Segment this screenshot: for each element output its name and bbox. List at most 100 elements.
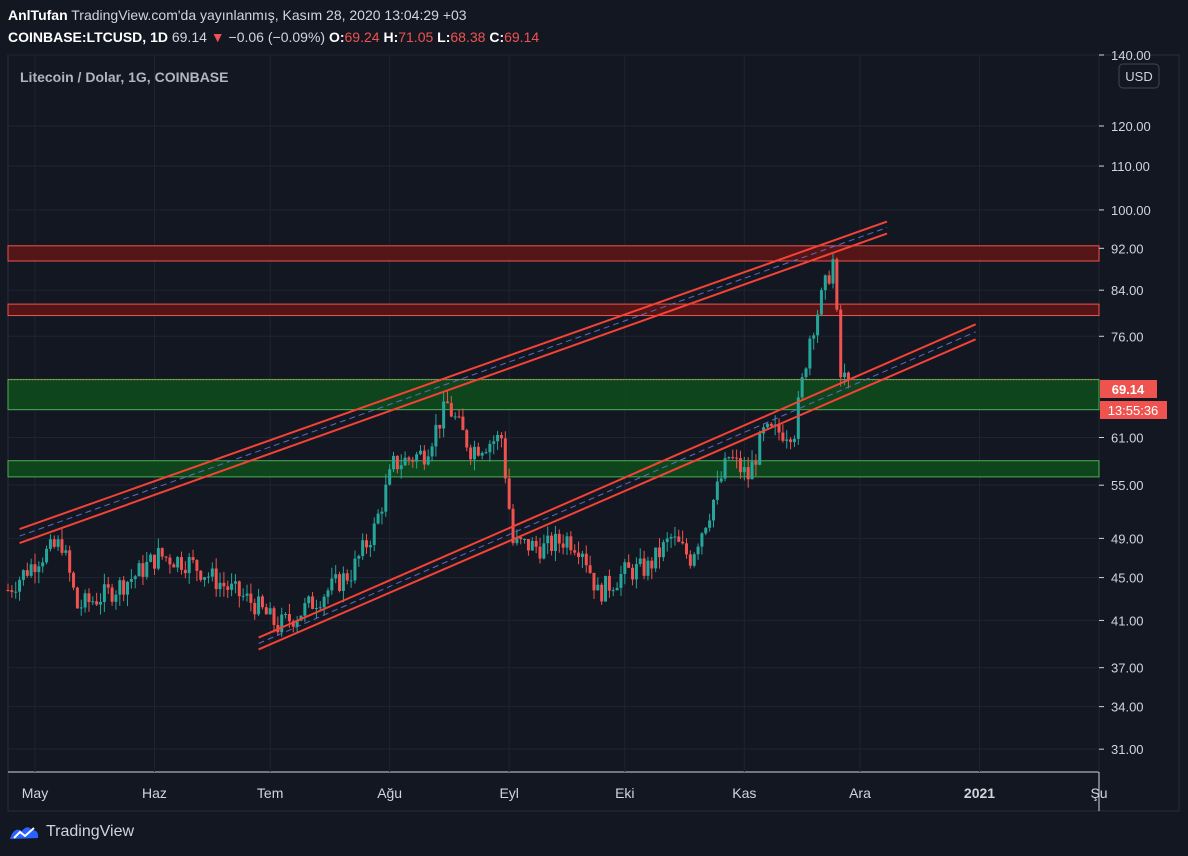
candle-body (557, 533, 561, 544)
low-label: L: (437, 29, 451, 45)
candle-body (519, 537, 523, 540)
support-zone (7, 460, 1100, 478)
candle-body (627, 562, 631, 568)
price-tick-label: 140.00 (1111, 48, 1151, 63)
candle-body (526, 538, 530, 551)
candle-body (56, 539, 60, 547)
candle-body (569, 536, 573, 551)
tradingview-brand[interactable]: TradingView (8, 822, 134, 842)
candle-body (804, 368, 808, 378)
candle-body (380, 511, 384, 514)
tradingview-logo-icon (10, 827, 39, 839)
candle-body (704, 527, 708, 534)
candle-body (731, 457, 735, 459)
candle-body (268, 608, 272, 615)
header-line-2: COINBASE:LTCUSD, 1D 69.14 ▼ −0.06 (−0.09… (8, 29, 539, 45)
candle-body (303, 603, 307, 616)
close-value: 69.14 (504, 29, 540, 45)
currency-label: USD (1125, 69, 1152, 84)
candle-body (831, 259, 835, 284)
candle-body (592, 572, 596, 591)
low-value: 68.38 (450, 29, 486, 45)
candle-body (168, 557, 172, 565)
price-axis-labels: 140.00 120.00 110.00 100.00 92.00 84.00 76.00 6… (1099, 48, 1151, 757)
candle-body (839, 309, 843, 378)
time-tick-label: Kas (732, 785, 756, 801)
candle-body (314, 608, 318, 610)
candle-body (291, 621, 295, 627)
candle-body (604, 575, 608, 602)
candle-body (681, 541, 685, 544)
header-line-1: AnlTufan TradingView.com'da yayınlanmış,… (8, 7, 467, 23)
candle-body (553, 533, 557, 551)
candle-body (484, 452, 488, 454)
candle-body (708, 520, 712, 528)
candle-body (746, 467, 750, 480)
candle-body (95, 601, 99, 605)
candle-body (561, 543, 565, 548)
candle-body (789, 439, 793, 443)
candle-body (87, 593, 91, 603)
candle-body (765, 423, 769, 428)
channel-line-upper (19, 232, 888, 545)
candle-body (18, 579, 22, 592)
candle-body (696, 546, 700, 555)
candle-body (673, 536, 677, 538)
candle-body (426, 456, 430, 465)
candle-body (280, 614, 284, 633)
candle-body (661, 542, 665, 558)
candle-body (126, 581, 130, 595)
candle-body (796, 397, 800, 439)
resistance-zone (7, 303, 1100, 317)
candle-body (846, 372, 850, 380)
candle-body (631, 567, 635, 580)
candle-body (226, 586, 230, 590)
candle-body (172, 564, 176, 568)
price-tick-label: 61.00 (1111, 431, 1144, 446)
candle-body (742, 467, 746, 473)
candle-body (523, 538, 527, 540)
time-tick-label: Haz (142, 785, 167, 801)
candle-body (141, 563, 145, 577)
candle-body (353, 558, 357, 581)
candle-body (827, 275, 831, 284)
candle-body (823, 275, 827, 291)
candle-body (700, 533, 704, 547)
currency-badge[interactable]: USD (1118, 63, 1160, 89)
close-label: C: (489, 29, 505, 45)
symbol-label[interactable]: COINBASE:LTCUSD, 1D (8, 29, 168, 45)
candle-body (10, 590, 14, 592)
candle-body (318, 607, 322, 609)
channel-midline-upper (19, 227, 888, 537)
last-price-tags: 69.14 13:55:36 (1100, 380, 1167, 419)
candle-body (715, 481, 719, 500)
time-tick-label: Ara (849, 785, 871, 801)
candle-body (307, 596, 311, 604)
candle-body (415, 454, 419, 462)
candle-body (145, 561, 149, 577)
candle-body (160, 548, 164, 557)
candle-body (214, 568, 218, 590)
candle-body (257, 596, 261, 615)
candle-body (25, 570, 29, 576)
candle-body (376, 513, 380, 524)
candle-body (577, 552, 581, 558)
candle-body (233, 581, 237, 584)
candle-body (68, 550, 72, 573)
time-tick-label: Şu (1090, 785, 1107, 801)
price-change: −0.06 (−0.09%) (228, 29, 326, 45)
author-name[interactable]: AnlTufan (8, 7, 68, 23)
open-value: 69.24 (344, 29, 380, 45)
candle-body (808, 338, 812, 369)
candle-body (692, 554, 696, 566)
candle-body (218, 582, 222, 590)
candle-body (445, 401, 449, 404)
candle-body (222, 582, 226, 587)
candle-body (29, 564, 33, 576)
candle-body (133, 576, 137, 580)
candle-body (83, 593, 87, 608)
candle-body (785, 439, 789, 441)
price-tick-label: 76.00 (1111, 329, 1144, 344)
candle-body (195, 560, 199, 571)
